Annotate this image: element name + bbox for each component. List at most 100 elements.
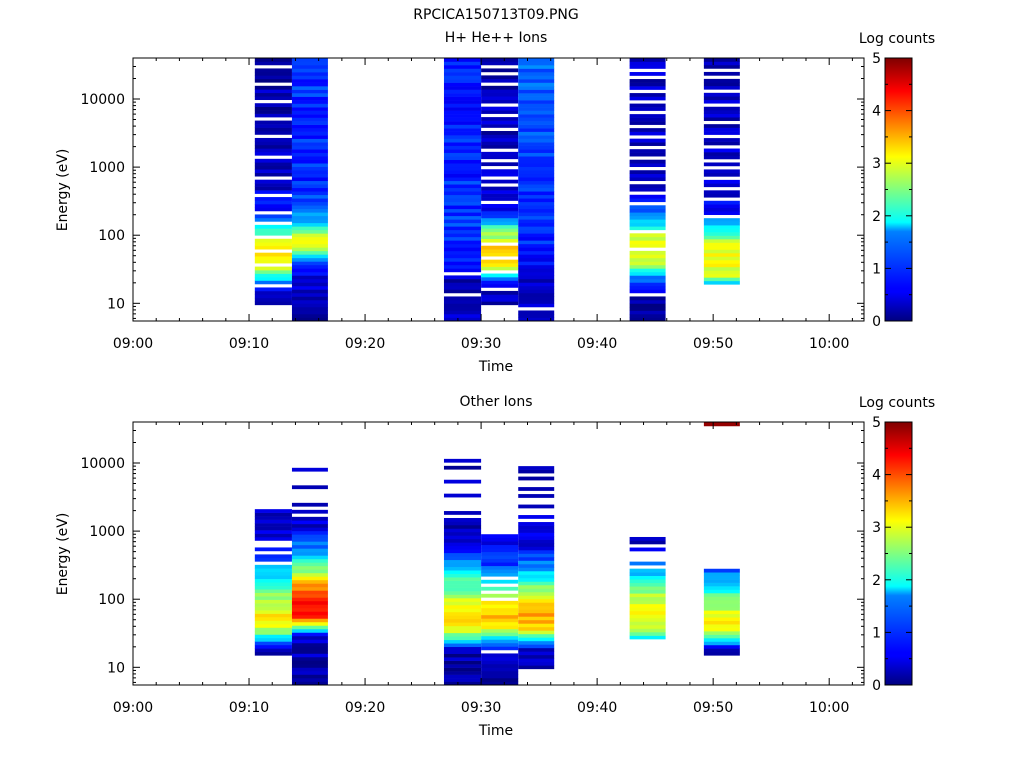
energy-bin [443, 173, 482, 178]
figure-title: RPCICA150713T09.PNG [413, 7, 578, 23]
energy-bin [291, 509, 328, 514]
energy-bin [629, 303, 666, 308]
energy-bin [481, 541, 519, 546]
energy-bin [443, 465, 482, 470]
panel-title: H+ He++ Ions [445, 30, 548, 46]
energy-bin [481, 548, 519, 553]
energy-bin [291, 646, 328, 651]
y-tick-label: 10000 [80, 92, 125, 108]
energy-bin [443, 233, 482, 238]
energy-bin [254, 190, 292, 194]
energy-bin [703, 280, 740, 285]
energy-bin [518, 72, 555, 76]
energy-bin [481, 660, 519, 665]
energy-bin [518, 623, 555, 628]
energy-bin [629, 121, 666, 125]
energy-bin [518, 58, 555, 62]
energy-bin [518, 257, 555, 262]
energy-bin [481, 224, 519, 229]
energy-bin [291, 296, 328, 301]
energy-bin [518, 612, 555, 617]
energy-bin [481, 141, 519, 146]
energy-bin [291, 667, 328, 672]
energy-bin [518, 556, 555, 561]
energy-bin [629, 243, 666, 248]
energy-bin [703, 61, 740, 66]
energy-bin [703, 183, 740, 188]
energy-bin [703, 225, 740, 229]
energy-bin [518, 595, 555, 600]
energy-bin [703, 124, 740, 128]
energy-bin [254, 92, 292, 97]
energy-bin [629, 596, 666, 601]
energy-bin [703, 117, 740, 121]
energy-bin [291, 656, 328, 661]
energy-bin [481, 663, 519, 668]
energy-bin [629, 58, 666, 62]
energy-bin [254, 620, 292, 625]
energy-bin [481, 61, 519, 66]
energy-bin [518, 616, 555, 621]
energy-bin [291, 268, 328, 273]
energy-bin [629, 61, 666, 66]
energy-bin [629, 86, 666, 90]
energy-bin [518, 602, 555, 607]
energy-bin [703, 266, 740, 271]
energy-bin [481, 551, 519, 556]
x-tick-label: 09:10 [229, 700, 269, 716]
energy-bin [254, 172, 292, 177]
energy-bin [443, 559, 482, 564]
energy-bin [481, 169, 519, 174]
energy-bin [443, 570, 482, 574]
energy-bin [481, 555, 519, 560]
energy-bin [443, 247, 482, 252]
energy-bin [254, 571, 292, 576]
x-tick-label: 09:10 [229, 336, 269, 352]
energy-bin [254, 294, 292, 299]
energy-bin [443, 299, 482, 304]
spectrogram-data [254, 58, 740, 322]
energy-bin [629, 173, 666, 178]
energy-bin [518, 584, 555, 589]
colorbar-tick-label: 0 [872, 678, 881, 694]
x-tick-label: 09:20 [345, 336, 385, 352]
energy-bin [291, 250, 328, 255]
energy-bin [481, 639, 519, 644]
energy-bin [291, 639, 328, 644]
energy-bin [481, 186, 519, 191]
energy-bin [291, 96, 328, 101]
energy-bin [481, 68, 519, 73]
energy-bin [443, 152, 482, 157]
energy-bin [481, 106, 519, 111]
energy-bin [291, 222, 328, 227]
energy-bin [291, 205, 328, 210]
energy-bin [481, 614, 519, 619]
energy-bin [443, 303, 482, 308]
energy-bin [518, 191, 555, 196]
energy-bin [481, 238, 519, 243]
energy-bin [443, 89, 482, 94]
energy-bin [481, 197, 519, 201]
x-tick-label: 09:20 [345, 700, 385, 716]
energy-bin [518, 504, 555, 509]
energy-bin [291, 177, 328, 182]
energy-bin [518, 145, 555, 150]
energy-bin [443, 598, 482, 602]
energy-bin [443, 479, 482, 484]
energy-bin [703, 92, 740, 97]
energy-bin [291, 285, 328, 290]
energy-bin [443, 566, 482, 571]
y-axis-label: Energy (eV) [55, 513, 71, 596]
energy-bin [254, 141, 292, 146]
energy-bin [703, 572, 740, 576]
y-tick-label: 10 [107, 296, 125, 312]
energy-bin [254, 242, 292, 247]
energy-bin [518, 466, 555, 470]
energy-bin [254, 641, 292, 646]
energy-bin [291, 103, 328, 108]
energy-bin [518, 184, 555, 189]
energy-bin [518, 633, 555, 638]
energy-bin [254, 613, 292, 618]
colorbar-label: Log counts [859, 395, 935, 411]
energy-bin [481, 207, 519, 212]
